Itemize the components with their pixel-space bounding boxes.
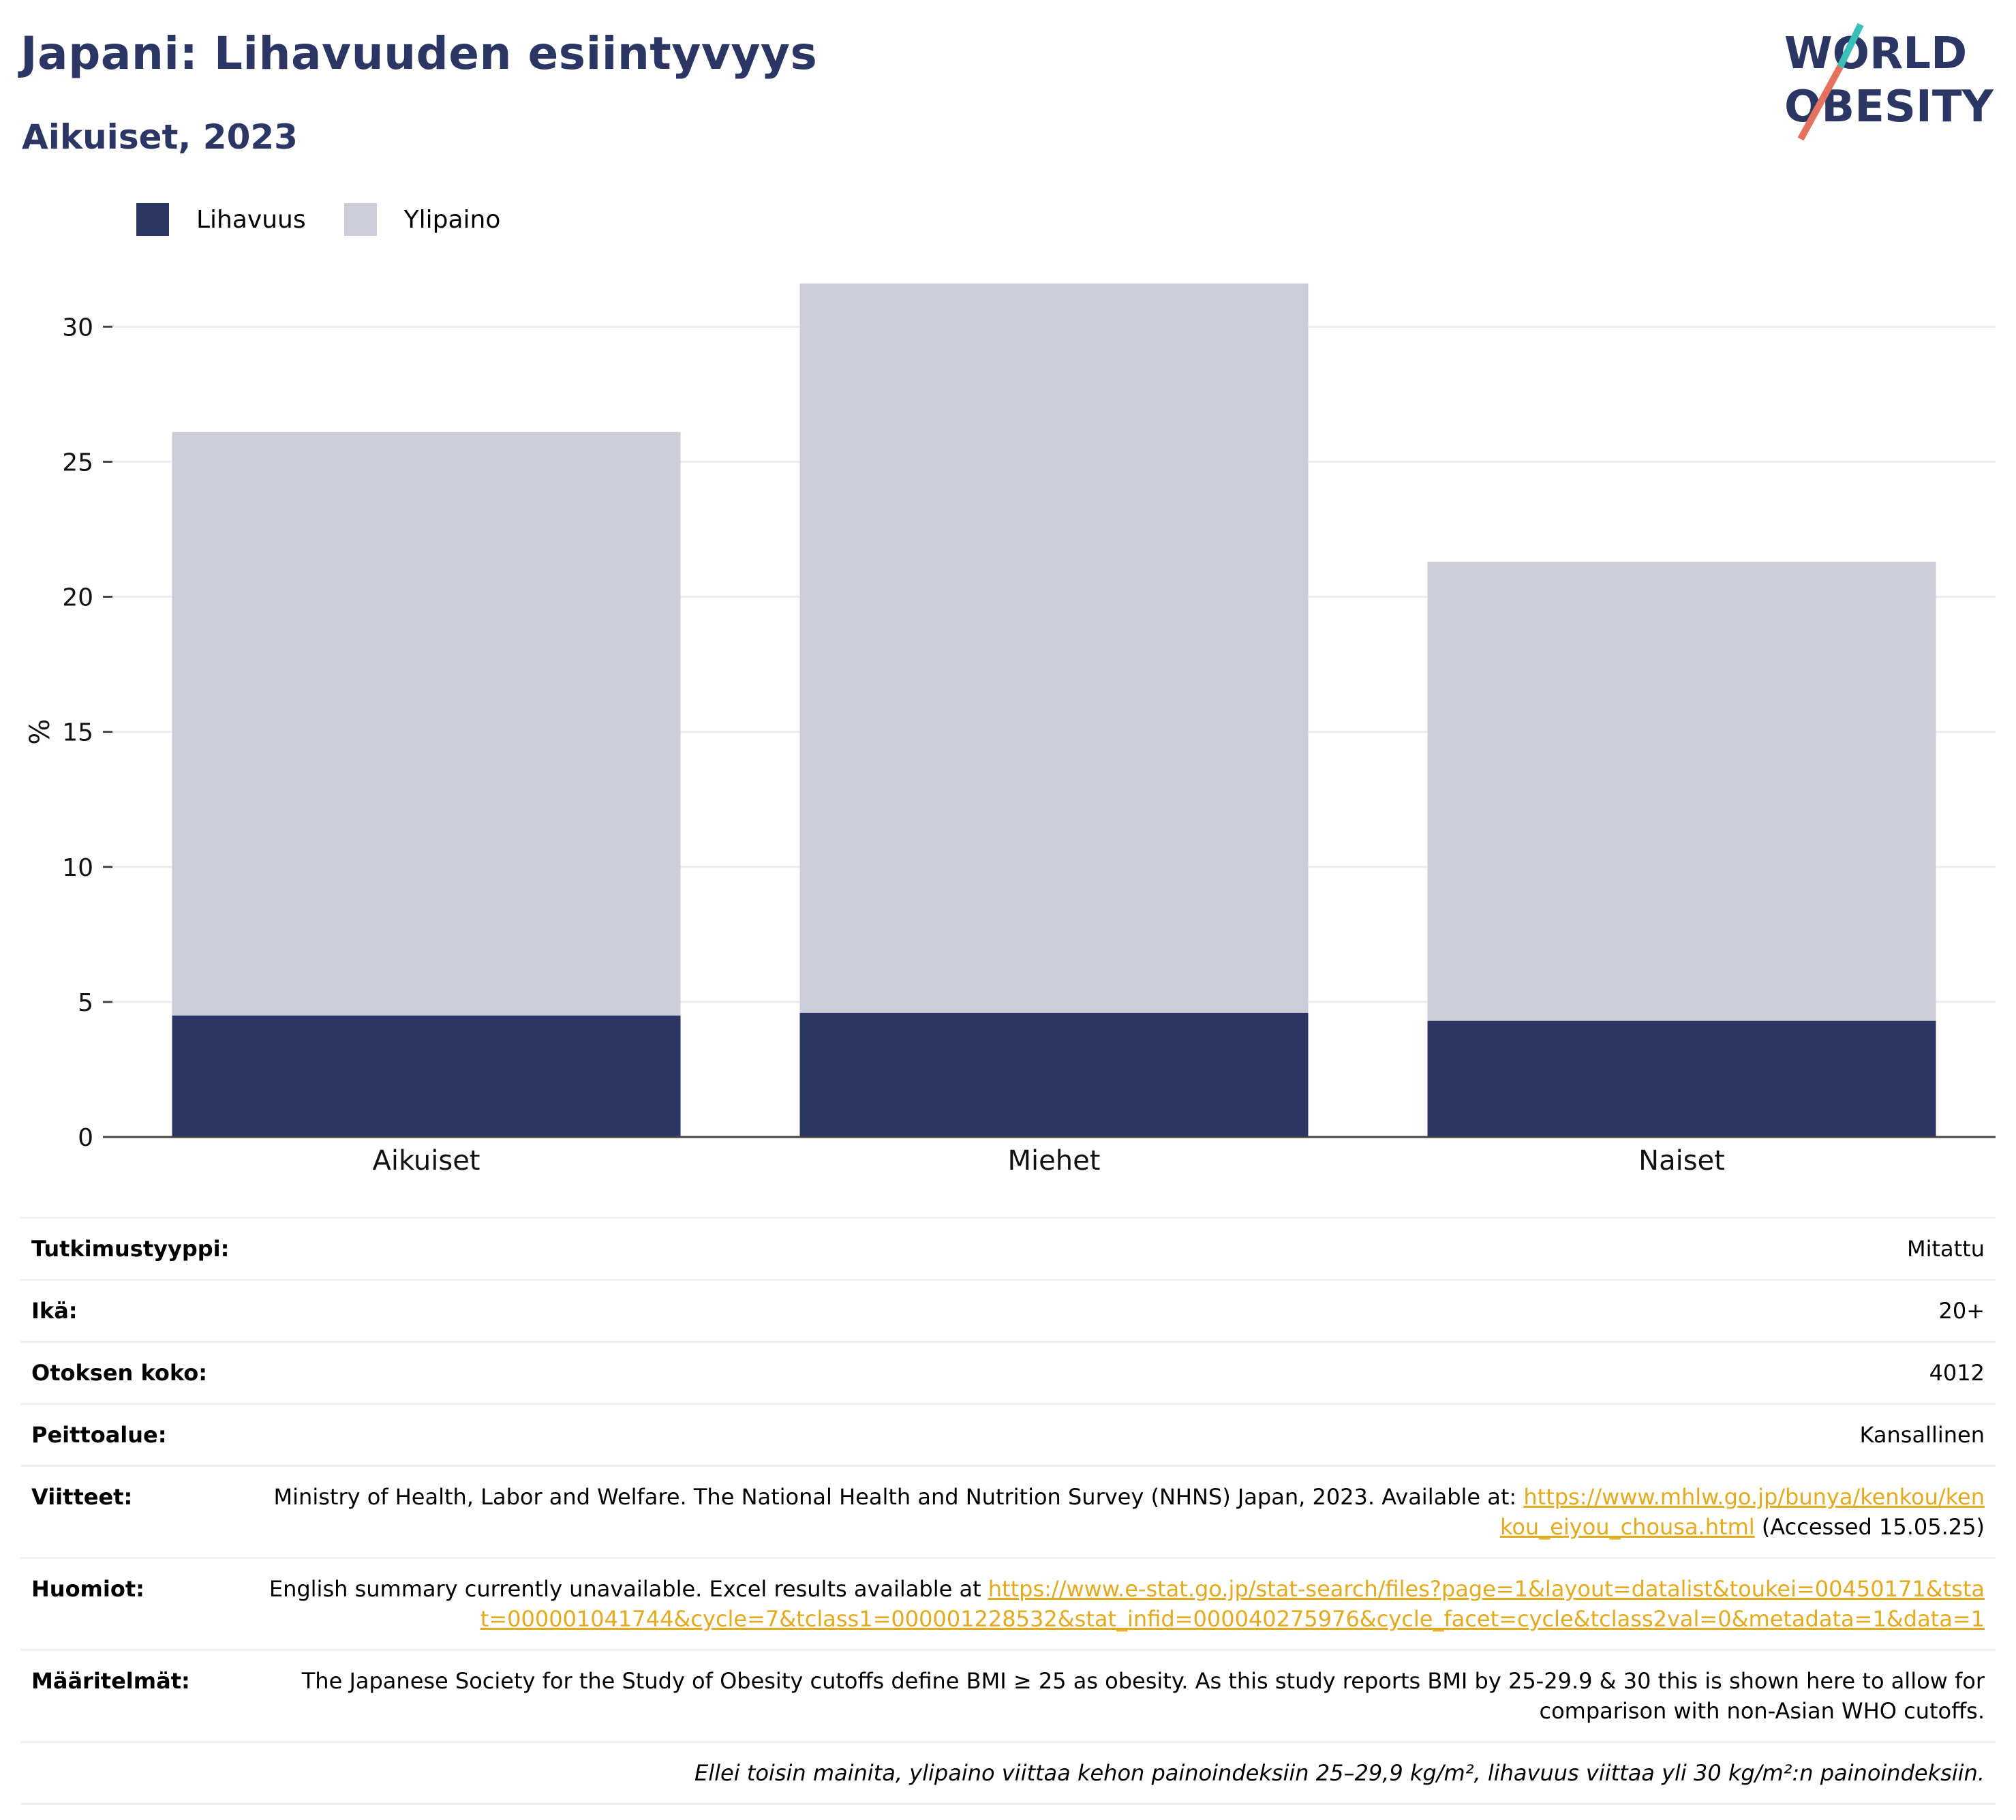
footnote: Ellei toisin mainita, ylipaino viittaa k…	[694, 1760, 1985, 1786]
world-obesity-logo: WORLD OBESITY	[1784, 22, 1994, 141]
meta-label: Tutkimustyyppi:	[31, 1236, 230, 1262]
legend-label-ylipaino: Ylipaino	[403, 205, 501, 234]
legend-item-ylipaino[interactable]: Ylipaino	[343, 203, 501, 236]
meta-label: Viitteet:	[31, 1484, 133, 1510]
bar-lihavuus	[1427, 1020, 1936, 1137]
meta-row-age: Ikä: 20+	[20, 1281, 1996, 1343]
logo-coral-stroke	[1797, 65, 1844, 141]
legend-swatch-lihavuus	[136, 203, 169, 236]
meta-row-coverage: Peittoalue: Kansallinen	[20, 1405, 1996, 1467]
meta-row-study-type: Tutkimustyyppi: Mitattu	[20, 1219, 1996, 1281]
y-tick-label: 5	[78, 989, 93, 1017]
legend-item-lihavuus[interactable]: Lihavuus	[136, 203, 306, 236]
meta-value: 4012	[1929, 1360, 1985, 1386]
meta-value: 20+	[1938, 1298, 1985, 1324]
reference-link[interactable]: https://www.mhlw.go.jp/bunya/kenkou/kenk…	[1499, 1484, 1985, 1540]
metadata-table: Tutkimustyyppi: Mitattu Ikä: 20+ Otoksen…	[20, 1217, 1996, 1805]
meta-label: Otoksen koko:	[31, 1360, 208, 1386]
notes-text: English summary currently unavailable. E…	[269, 1576, 988, 1602]
y-axis-label: %	[25, 719, 56, 745]
y-tick-label: 0	[78, 1124, 93, 1152]
meta-row-notes: Huomiot: English summary currently unava…	[20, 1559, 1996, 1651]
meta-label: Määritelmät:	[31, 1668, 190, 1694]
x-tick-label: Miehet	[1008, 1145, 1101, 1177]
reference-text: Ministry of Health, Labor and Welfare. T…	[273, 1484, 1524, 1510]
meta-label: Ikä:	[31, 1298, 78, 1324]
bar-ylipaino	[172, 431, 681, 1016]
bar-ylipaino	[1427, 561, 1936, 1021]
meta-value: English summary currently unavailable. E…	[267, 1574, 1985, 1634]
meta-label: Peittoalue:	[31, 1422, 167, 1448]
meta-row-references: Viitteet: Ministry of Health, Labor and …	[20, 1467, 1996, 1559]
meta-value: Mitattu	[1906, 1236, 1985, 1262]
chart-subtitle: Aikuiset, 2023	[22, 117, 298, 157]
logo-teal-stroke	[1837, 22, 1864, 69]
y-tick-label: 20	[62, 584, 93, 612]
bar-chart: 0 5 10 15 20 25 30% Aikuiset Miehet Naiset	[25, 283, 1996, 1177]
meta-label: Huomiot:	[31, 1576, 144, 1602]
legend-label-lihavuus: Lihavuus	[196, 205, 306, 234]
chart-legend: Lihavuus Ylipaino	[136, 203, 538, 236]
meta-value: Kansallinen	[1859, 1422, 1985, 1448]
meta-row-sample-size: Otoksen koko: 4012	[20, 1343, 1996, 1405]
x-tick-label: Aikuiset	[372, 1145, 480, 1177]
notes-link[interactable]: https://www.e-stat.go.jp/stat-search/fil…	[480, 1576, 1985, 1632]
logo-line1: WORLD	[1784, 29, 1967, 79]
bar-lihavuus	[172, 1015, 681, 1137]
y-tick-label: 10	[62, 854, 93, 882]
y-tick-label: 15	[62, 719, 93, 747]
chart-title: Japani: Lihavuuden esiintyvyys	[20, 27, 818, 80]
bar-lihavuus	[799, 1012, 1309, 1137]
bar-ylipaino	[799, 283, 1309, 1013]
meta-value: The Japanese Society for the Study of Ob…	[301, 1668, 1985, 1724]
legend-swatch-ylipaino	[343, 203, 377, 236]
meta-row-definitions: Määritelmät: The Japanese Society for th…	[20, 1651, 1996, 1743]
y-tick-label: 25	[62, 449, 93, 476]
reference-accessed: (Accessed 15.05.25)	[1754, 1514, 1985, 1540]
meta-value: Ministry of Health, Labor and Welfare. T…	[267, 1482, 1985, 1542]
y-tick-label: 30	[62, 314, 93, 342]
meta-footnote-row: Ellei toisin mainita, ylipaino viittaa k…	[20, 1743, 1996, 1805]
x-tick-label: Naiset	[1638, 1145, 1725, 1177]
